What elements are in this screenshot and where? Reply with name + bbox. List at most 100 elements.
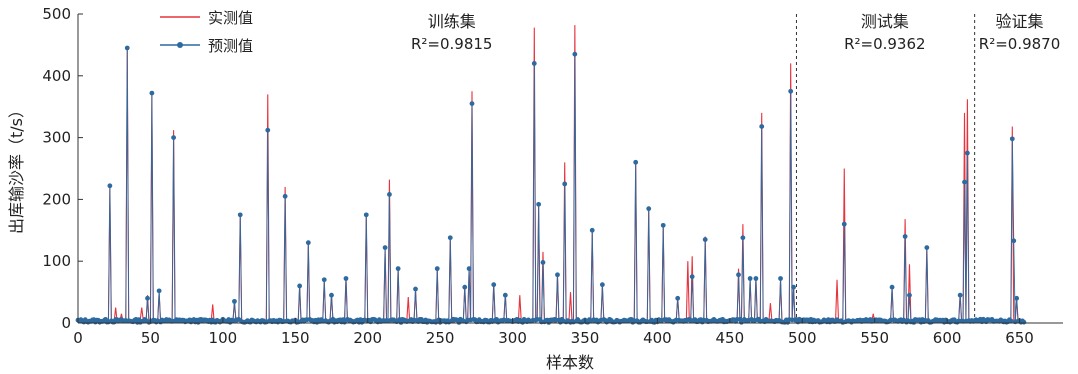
y-tick-label: 300 xyxy=(42,129,71,147)
x-tick-label: 400 xyxy=(643,329,672,347)
set-r2: R²=0.9815 xyxy=(411,35,493,53)
predicted-point xyxy=(282,193,288,199)
predicted-point xyxy=(965,150,970,156)
predicted-point xyxy=(149,90,155,96)
predicted-point xyxy=(107,183,113,189)
y-tick-label: 200 xyxy=(42,190,71,208)
predicted-point xyxy=(962,179,967,185)
x-tick-label: 200 xyxy=(353,329,382,347)
x-tick-label: 300 xyxy=(498,329,527,347)
predicted-point xyxy=(589,227,595,233)
set-r2: R²=0.9870 xyxy=(979,35,1061,53)
predicted-point xyxy=(555,272,560,278)
predicted-point xyxy=(447,235,453,241)
predicted-point xyxy=(1008,318,1014,324)
predicted-point xyxy=(124,45,130,51)
predicted-point xyxy=(778,276,783,281)
predicted-point xyxy=(562,181,568,187)
predicted-point xyxy=(434,266,440,272)
predicted-point xyxy=(788,88,794,94)
predicted-point xyxy=(1009,136,1015,142)
predicted-point xyxy=(297,283,303,289)
predicted-point xyxy=(572,51,578,57)
predicted-point xyxy=(907,292,912,298)
annotations: 训练集 R²=0.9815 测试集 R²=0.9362 验证集 R²=0.9870 xyxy=(411,12,1060,53)
predicted-point xyxy=(237,212,243,218)
predicted-point xyxy=(540,260,546,265)
predicted-point xyxy=(957,292,963,298)
predicted-point xyxy=(889,284,895,290)
set-r2: R²=0.9362 xyxy=(844,35,926,53)
predicted-point xyxy=(382,245,388,251)
set-label: 训练集 xyxy=(428,12,476,31)
predicted-point xyxy=(363,212,369,218)
x-tick-label: 650 xyxy=(1005,329,1034,347)
predicted-point xyxy=(902,234,908,239)
predicted-point xyxy=(599,282,605,288)
predicted-point xyxy=(1011,238,1017,244)
predicted-point xyxy=(343,276,349,281)
y-tick-label: 0 xyxy=(61,314,71,332)
predicted-point xyxy=(753,276,759,281)
predicted-point xyxy=(469,101,475,107)
legend: 实测值 预测值 xyxy=(160,9,253,55)
observed-line xyxy=(77,25,1025,325)
predicted-point xyxy=(924,245,930,251)
predicted-point xyxy=(329,292,334,298)
predicted-point xyxy=(791,284,796,290)
predicted-point xyxy=(156,288,162,294)
predicted-point xyxy=(1014,295,1020,301)
predicted-point xyxy=(145,295,150,301)
x-tick-label: 550 xyxy=(860,329,889,347)
x-tick-label: 100 xyxy=(209,329,238,347)
predicted-point xyxy=(660,222,666,228)
x-tick-label: 0 xyxy=(73,329,83,347)
predicted-point xyxy=(305,240,311,246)
predicted-point xyxy=(531,61,537,66)
predicted-point xyxy=(265,127,271,133)
predicted-point xyxy=(387,192,392,197)
set-label: 测试集 xyxy=(861,12,909,31)
x-tick-label: 450 xyxy=(716,329,745,347)
predicted-point xyxy=(491,282,497,288)
series-observed xyxy=(77,25,1025,325)
x-tick-label: 150 xyxy=(281,329,310,347)
predicted-point xyxy=(232,298,237,304)
x-tick-label: 500 xyxy=(788,329,817,347)
dividers xyxy=(795,14,976,323)
y-tick-label: 400 xyxy=(42,67,71,85)
predicted-point xyxy=(395,266,401,272)
predicted-line xyxy=(77,47,1025,324)
predicted-point xyxy=(646,206,652,212)
predicted-point xyxy=(1021,319,1027,325)
x-axis-title: 样本数 xyxy=(546,353,594,372)
legend-label-observed: 实测值 xyxy=(208,9,253,27)
predicted-point xyxy=(536,201,542,207)
predicted-point xyxy=(321,277,327,283)
predicted-point xyxy=(633,159,639,165)
x-tick-label: 350 xyxy=(571,329,600,347)
legend-marker-predicted xyxy=(177,42,183,48)
predicted-point xyxy=(702,237,708,242)
x-tick-label: 50 xyxy=(141,329,160,347)
predicted-point xyxy=(759,124,765,129)
predicted-point xyxy=(740,235,746,241)
predicted-point xyxy=(171,135,177,141)
set-label: 验证集 xyxy=(996,12,1044,31)
predicted-point xyxy=(502,292,508,298)
x-tick-label: 250 xyxy=(426,329,455,347)
predicted-point xyxy=(466,266,472,272)
y-tick-label: 500 xyxy=(42,5,71,23)
y-axis-title: 出库输沙率（t/s） xyxy=(7,102,26,234)
predicted-point xyxy=(841,221,847,227)
y-tick-label: 100 xyxy=(42,252,71,270)
predicted-point xyxy=(736,272,741,278)
predicted-point xyxy=(689,274,695,280)
predicted-point xyxy=(675,295,681,301)
x-tick-label: 600 xyxy=(933,329,962,347)
predicted-point xyxy=(462,284,468,290)
predicted-point xyxy=(413,286,418,292)
predicted-point xyxy=(747,276,753,281)
axes: 0 100 200 300 400 500 0 50 100 150 200 250 300 350 400… xyxy=(42,5,1063,347)
